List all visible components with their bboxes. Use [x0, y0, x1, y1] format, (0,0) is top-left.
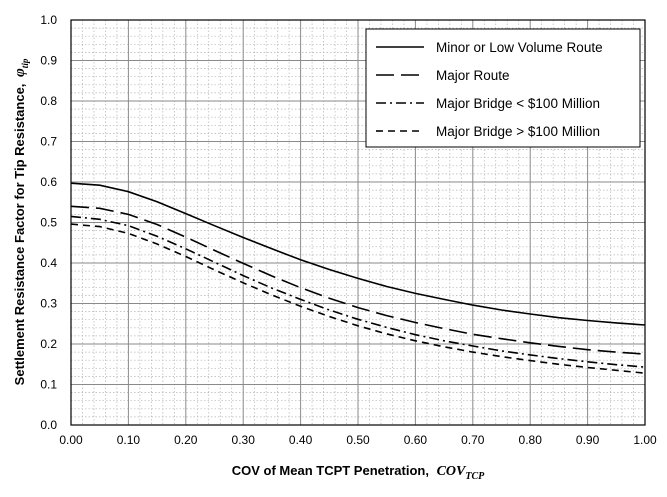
x-tick-label: 0.20 — [174, 433, 198, 447]
y-tick-label: 0.5 — [40, 216, 57, 230]
y-tick-label: 0.3 — [40, 297, 57, 311]
legend-label: Major Bridge < $100 Million — [436, 96, 600, 111]
x-tick-label: 0.70 — [461, 433, 485, 447]
series-line — [70, 205, 646, 355]
legend-label: Minor or Low Volume Route — [436, 40, 603, 55]
plot-frame — [70, 19, 646, 426]
x-tick-label: 0.40 — [289, 433, 313, 447]
y-axis-symbol-subscript: tip — [20, 58, 30, 68]
x-tick-label: 1.00 — [633, 433, 657, 447]
y-tick-label: 0.9 — [40, 54, 57, 68]
legend-label: Major Route — [436, 68, 510, 83]
y-tick-label: 0.7 — [40, 135, 57, 149]
x-tick-label: 0.30 — [232, 433, 256, 447]
y-tick-label: 0.8 — [40, 94, 57, 108]
y-tick-label: 1.0 — [40, 13, 57, 27]
legend: Minor or Low Volume Route Major Route Majo… — [365, 28, 641, 148]
y-axis-title-text: Settlement Resistance Factor for Tip Res… — [12, 84, 27, 386]
y-tick-label: 0.1 — [40, 378, 57, 392]
x-axis-title: COV of Mean TCPT Penetration, COVTCP — [232, 463, 485, 482]
x-tick-labels: 0.00 0.10 0.20 0.30 0.40 0.50 0.60 0.70 0.80 0.90… — [59, 433, 657, 447]
y-tick-label: 0.0 — [40, 418, 57, 432]
x-axis-symbol: COV — [437, 464, 467, 479]
y-axis-title: Settlement Resistance Factor for Tip Res… — [12, 58, 30, 385]
series-line — [70, 215, 646, 368]
y-axis-symbol: φ — [12, 68, 28, 77]
x-tick-label: 0.60 — [404, 433, 428, 447]
x-tick-label: 0.50 — [346, 433, 370, 447]
legend-box — [365, 28, 641, 148]
x-tick-label: 0.00 — [59, 433, 83, 447]
y-tick-labels: 0.0 0.1 0.2 0.3 0.4 0.5 0.6 0.7 0.8 0.9 1.0 — [40, 13, 57, 432]
y-tick-label: 0.6 — [40, 175, 57, 189]
x-axis-symbol-subscript: TCP — [465, 471, 485, 482]
x-axis-title-text: COV of Mean TCPT Penetration, — [232, 463, 429, 478]
y-tick-label: 0.4 — [40, 256, 57, 270]
x-tick-label: 0.80 — [519, 433, 543, 447]
y-tick-label: 0.2 — [40, 337, 57, 351]
legend-label: Major Bridge > $100 Million — [436, 124, 600, 139]
series-line — [70, 223, 646, 374]
x-tick-label: 0.90 — [576, 433, 600, 447]
series-lines — [70, 182, 646, 374]
series-line — [70, 182, 646, 326]
x-tick-label: 0.10 — [117, 433, 141, 447]
